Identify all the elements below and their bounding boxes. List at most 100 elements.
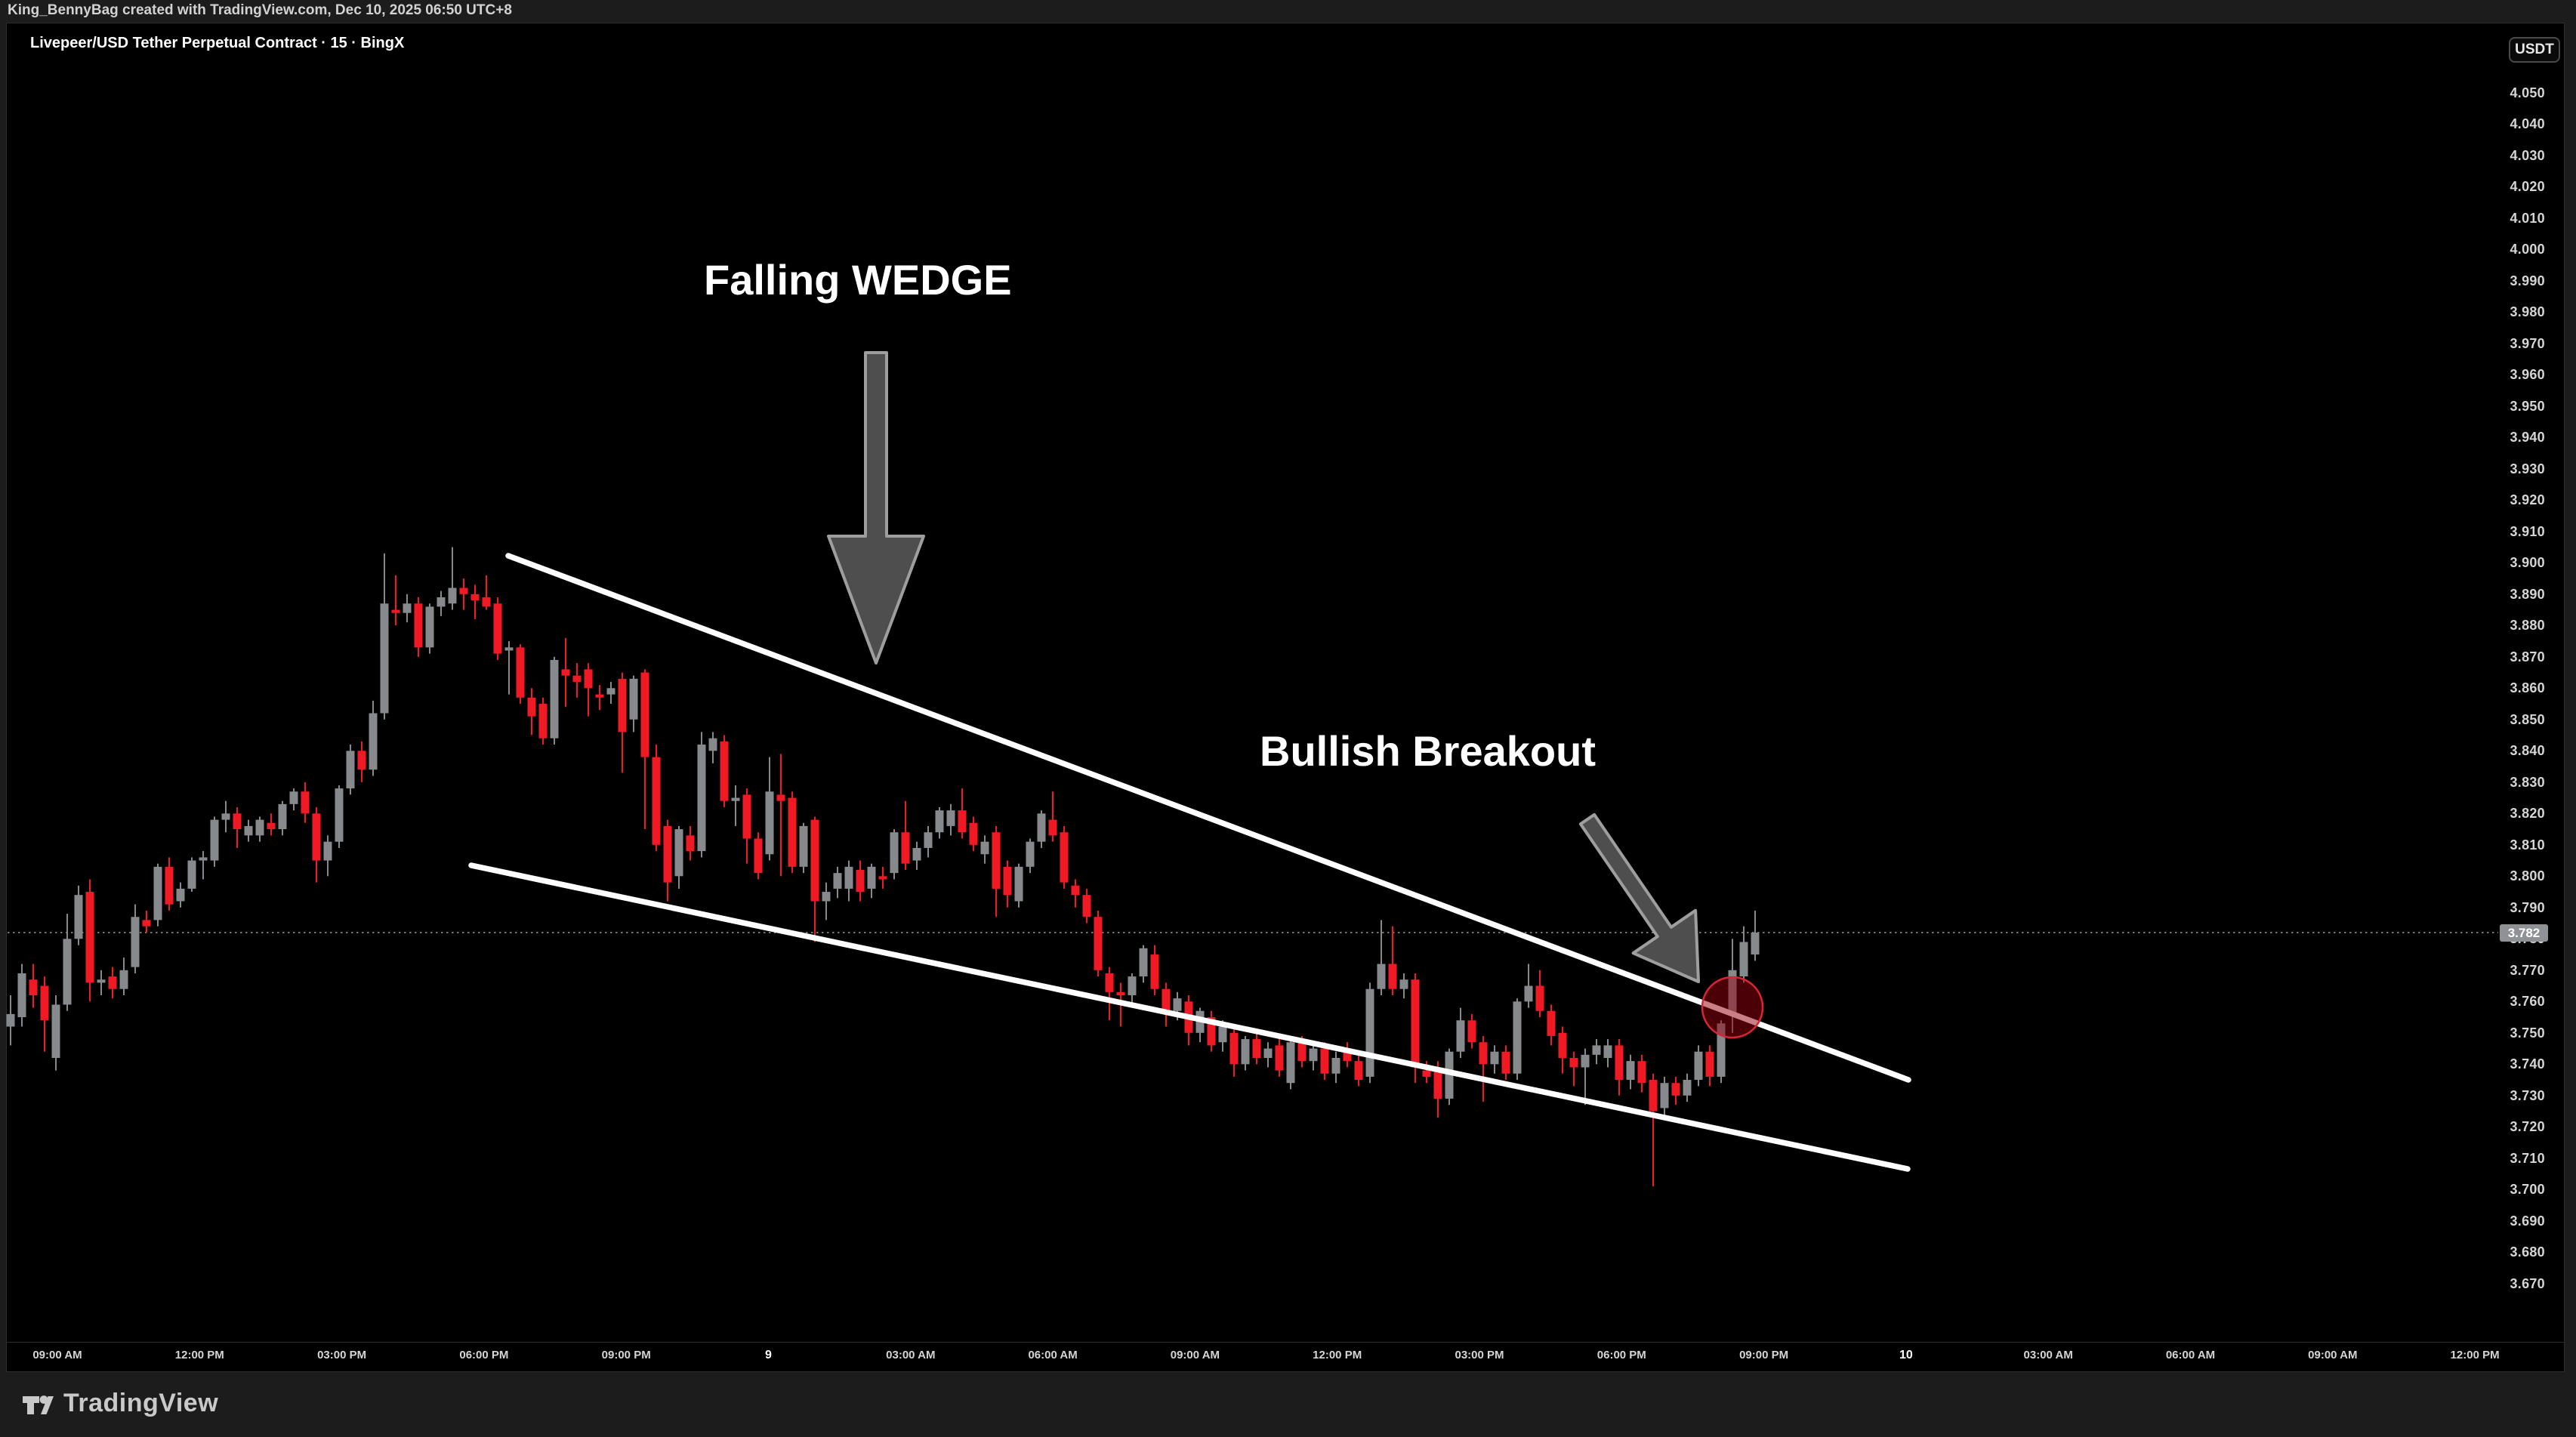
time-tick-label: 09:00 AM bbox=[1170, 1349, 1220, 1361]
wedge-lower bbox=[468, 862, 1911, 1172]
time-tick-label: 09:00 AM bbox=[32, 1349, 82, 1361]
candle-up bbox=[890, 832, 899, 874]
candle-down bbox=[165, 866, 174, 905]
candle-up bbox=[1377, 964, 1386, 989]
candle-down bbox=[1388, 964, 1397, 989]
annotation-bullish-breakout[interactable]: Bullish Breakout bbox=[1260, 727, 1596, 775]
candle-down bbox=[1094, 917, 1103, 970]
candle-up bbox=[980, 841, 989, 855]
price-scale[interactable]: 4.050 4.040 4.030 4.020 4.010 4.000 3.990 3.980… bbox=[2492, 23, 2547, 1342]
tradingview-logo[interactable]: TradingView bbox=[23, 1389, 218, 1418]
time-scale[interactable]: 09:00 AM 12:00 PM 03:00 PM 06:00 PM 09:00 PM… bbox=[6, 1344, 2565, 1371]
candle-up bbox=[1717, 1023, 1726, 1077]
candle-down bbox=[788, 797, 797, 867]
candle-down bbox=[108, 976, 117, 989]
price-tick-label: 3.940 bbox=[2510, 430, 2545, 446]
candle-down bbox=[1229, 1032, 1239, 1065]
candle-up bbox=[1286, 1042, 1295, 1084]
candle-up bbox=[1128, 976, 1137, 995]
candle-down bbox=[1558, 1032, 1567, 1058]
candle-down bbox=[1207, 1017, 1216, 1046]
candle-down bbox=[312, 813, 321, 861]
candle-up bbox=[1603, 1045, 1612, 1058]
candle-up bbox=[1581, 1054, 1590, 1068]
price-tick-label: 3.910 bbox=[2510, 523, 2545, 539]
candle-down bbox=[1671, 1083, 1680, 1096]
annotation-falling-wedge[interactable]: Falling WEDGE bbox=[704, 256, 1012, 304]
candle-down bbox=[1649, 1080, 1658, 1112]
candle-up bbox=[1524, 985, 1533, 1002]
price-tick-label: 3.670 bbox=[2510, 1275, 2545, 1291]
candle-up bbox=[51, 1004, 60, 1058]
candle-up bbox=[708, 738, 717, 751]
candle-up bbox=[1456, 1020, 1465, 1052]
time-tick-label: 06:00 AM bbox=[1028, 1349, 1078, 1361]
candle-up bbox=[437, 597, 446, 607]
candle-up bbox=[278, 803, 287, 830]
candle-down bbox=[527, 697, 536, 717]
candle-down bbox=[1354, 1061, 1363, 1081]
candle-down bbox=[1637, 1061, 1646, 1084]
candle-down bbox=[1433, 1067, 1442, 1099]
price-tick-label: 3.960 bbox=[2510, 367, 2545, 383]
candle-down bbox=[1060, 832, 1069, 883]
candle-down bbox=[595, 694, 604, 698]
candle-down bbox=[414, 603, 423, 648]
candle-down bbox=[1048, 819, 1057, 836]
candle-down bbox=[1071, 885, 1080, 896]
candle-up bbox=[323, 841, 332, 861]
candle-down bbox=[640, 672, 649, 757]
price-tick-label: 3.790 bbox=[2510, 899, 2545, 915]
candle-down bbox=[1297, 1042, 1307, 1062]
candle-down bbox=[1615, 1045, 1624, 1081]
price-tick-label: 4.000 bbox=[2510, 242, 2545, 257]
candle-up bbox=[1513, 1001, 1522, 1074]
price-tick-label: 3.690 bbox=[2510, 1213, 2545, 1229]
candle-down bbox=[357, 751, 366, 770]
price-tick-label: 3.800 bbox=[2510, 868, 2545, 884]
footer-bar: TradingView bbox=[0, 1372, 2576, 1437]
symbol-title: Livepeer/USD Tether Perpetual Contract ·… bbox=[30, 35, 405, 51]
price-tick-label: 3.950 bbox=[2510, 398, 2545, 414]
price-tick-label: 3.830 bbox=[2510, 774, 2545, 790]
candle-down bbox=[1116, 991, 1125, 995]
price-tick-label: 3.900 bbox=[2510, 555, 2545, 571]
candle-up bbox=[1263, 1048, 1273, 1058]
breakout-arrow-icon bbox=[1578, 813, 1700, 983]
candle-up bbox=[1037, 813, 1046, 842]
candle-up bbox=[504, 647, 514, 651]
candle-down bbox=[459, 587, 468, 594]
candle-down bbox=[901, 832, 910, 864]
candle-up bbox=[244, 825, 253, 836]
candle-up bbox=[1739, 942, 1748, 977]
last-price-label: 3.782 bbox=[2500, 924, 2548, 942]
price-tick-label: 3.740 bbox=[2510, 1056, 2545, 1072]
time-tick-label: 06:00 AM bbox=[2165, 1349, 2216, 1361]
candle-up bbox=[187, 860, 196, 889]
currency-toggle-button[interactable]: USDT bbox=[2509, 37, 2560, 63]
candle-up bbox=[1592, 1045, 1601, 1055]
candle-down bbox=[470, 594, 480, 601]
candle-up bbox=[1490, 1051, 1499, 1065]
candle-down bbox=[810, 819, 819, 902]
time-tick-label: 03:00 AM bbox=[886, 1349, 936, 1361]
candle-down bbox=[1162, 988, 1171, 1011]
candle-down bbox=[720, 741, 729, 801]
price-tick-label: 3.840 bbox=[2510, 743, 2545, 759]
time-tick-label: 09:00 PM bbox=[601, 1349, 651, 1361]
tradingview-logo-icon bbox=[23, 1395, 54, 1414]
candle-down bbox=[958, 810, 967, 833]
price-tick-label: 3.870 bbox=[2510, 649, 2545, 665]
candle-up bbox=[844, 866, 853, 889]
candle-up bbox=[1683, 1080, 1692, 1096]
candle-up bbox=[425, 606, 434, 648]
price-tick-label: 3.750 bbox=[2510, 1025, 2545, 1041]
candle-down bbox=[301, 791, 310, 814]
candle-up bbox=[946, 810, 955, 826]
candle-down bbox=[1422, 1070, 1431, 1077]
candle-down bbox=[1411, 979, 1420, 1068]
time-tick-day-label: 9 bbox=[765, 1349, 772, 1361]
candle-up bbox=[1694, 1051, 1703, 1081]
